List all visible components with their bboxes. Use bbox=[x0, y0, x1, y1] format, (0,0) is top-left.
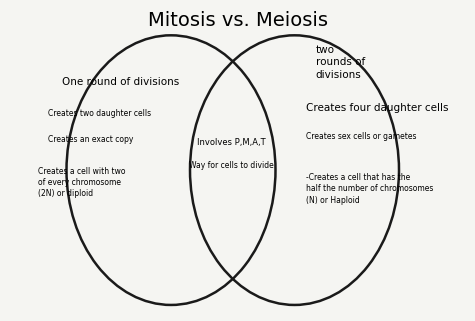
Text: -Creates a cell that has the
half the number of chromosomes
(N) or Haploid: -Creates a cell that has the half the nu… bbox=[306, 173, 434, 204]
Text: Creates four daughter cells: Creates four daughter cells bbox=[306, 103, 449, 113]
Text: One round of divisions: One round of divisions bbox=[62, 77, 179, 87]
Text: two
rounds of
divisions: two rounds of divisions bbox=[316, 45, 365, 80]
Text: Creates an exact copy: Creates an exact copy bbox=[48, 135, 133, 144]
Text: Creates sex cells or gametes: Creates sex cells or gametes bbox=[306, 132, 417, 141]
Text: Creates two daughter cells: Creates two daughter cells bbox=[48, 109, 151, 118]
Text: Involves P,M,A,T: Involves P,M,A,T bbox=[197, 138, 266, 147]
Text: Creates a cell with two
of every chromosome
(2N) or diploid: Creates a cell with two of every chromos… bbox=[38, 167, 125, 198]
Text: Mitosis vs. Meiosis: Mitosis vs. Meiosis bbox=[148, 11, 327, 30]
Text: Way for cells to divide: Way for cells to divide bbox=[189, 160, 274, 169]
